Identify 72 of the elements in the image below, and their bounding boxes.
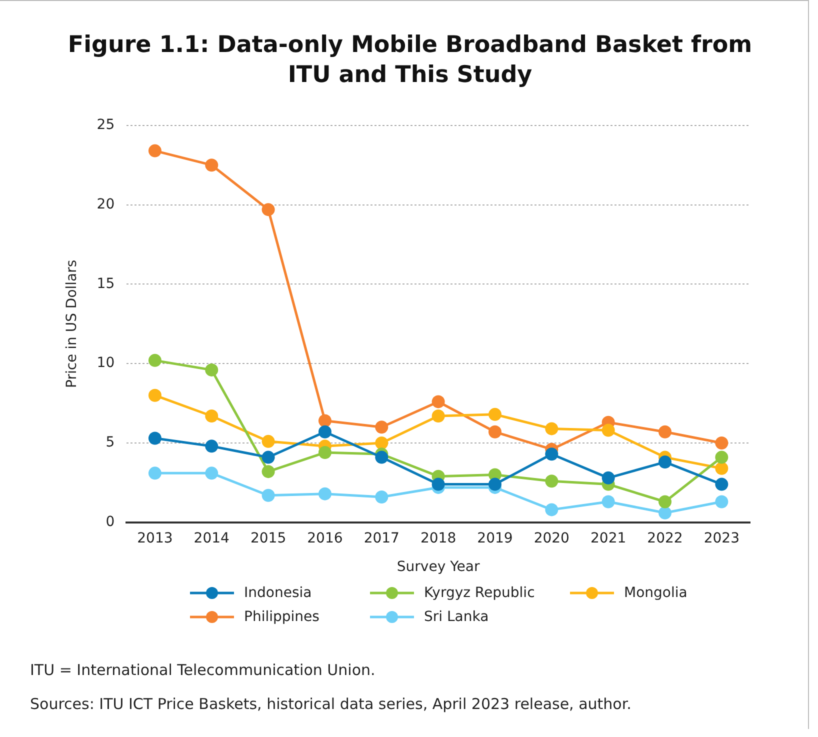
x-tick-label: 2019 <box>477 530 513 546</box>
point <box>318 425 332 438</box>
point <box>432 410 445 423</box>
point <box>715 478 728 491</box>
x-tick-label: 2021 <box>590 530 626 546</box>
point <box>432 478 445 491</box>
x-tick-label: 2014 <box>194 530 230 546</box>
point <box>205 410 218 423</box>
x-tick-label: 2020 <box>534 530 570 546</box>
point <box>715 462 728 475</box>
point <box>602 495 615 508</box>
point <box>658 456 672 469</box>
legend-label: Philippines <box>244 609 320 625</box>
legend-label: Sri Lanka <box>424 609 489 625</box>
point <box>488 478 502 491</box>
chart-title: Figure 1.1: Data-only Mobile Broadband Basket from ITU and This Study <box>66 31 754 90</box>
x-tick-label: 2015 <box>250 530 286 546</box>
y-axis-title: Price in US Dollars <box>64 260 80 388</box>
point <box>432 395 445 408</box>
x-axis-title: Survey Year <box>396 559 480 576</box>
legend-label: Kyrgyz Republic <box>424 585 535 601</box>
y-tick-label: 5 <box>106 434 115 451</box>
y-tick-label: 15 <box>96 276 115 292</box>
y-tick-label: 0 <box>106 514 115 530</box>
point <box>488 425 502 438</box>
point <box>205 440 218 453</box>
point <box>715 495 728 508</box>
legend-label: Mongolia <box>624 585 688 601</box>
y-tick-label: 20 <box>96 196 115 212</box>
point <box>375 490 388 504</box>
point <box>375 436 388 450</box>
point <box>715 450 728 464</box>
point <box>148 432 162 445</box>
point <box>545 503 558 516</box>
point <box>262 488 275 502</box>
point <box>658 425 672 438</box>
point <box>375 420 388 434</box>
point <box>602 471 615 484</box>
point <box>148 466 162 480</box>
x-tick-label: 2018 <box>420 530 456 546</box>
point <box>205 466 218 480</box>
text: ITU = International Telecommunication Union. <box>30 660 376 680</box>
x-tick-label: 2023 <box>704 530 740 546</box>
source-note: Sources: ITU ICT Price Baskets, historical data series, April 2023 release, author. <box>30 694 632 714</box>
x-tick-label: 2013 <box>137 530 173 546</box>
y-tick-label: 25 <box>96 117 115 134</box>
point <box>148 388 162 402</box>
point <box>658 495 672 508</box>
point <box>148 354 162 367</box>
x-tick-label: 2016 <box>307 530 343 546</box>
point <box>545 422 558 436</box>
point <box>205 363 218 376</box>
point <box>488 408 502 421</box>
legend-label: Indonesia <box>244 585 312 601</box>
point <box>602 424 615 437</box>
point <box>318 446 332 460</box>
point <box>545 448 558 461</box>
point <box>715 436 728 450</box>
y-tick-label: 10 <box>96 355 115 372</box>
point <box>318 414 332 428</box>
x-tick-label: 2022 <box>647 530 683 546</box>
point <box>658 506 672 520</box>
x-tick-label: 2017 <box>364 530 400 546</box>
point <box>148 144 162 158</box>
point <box>318 487 332 500</box>
point <box>375 450 388 464</box>
point <box>262 450 275 464</box>
point <box>262 203 275 216</box>
point <box>545 474 558 488</box>
point <box>262 465 275 478</box>
point <box>205 158 218 172</box>
point <box>262 434 275 448</box>
